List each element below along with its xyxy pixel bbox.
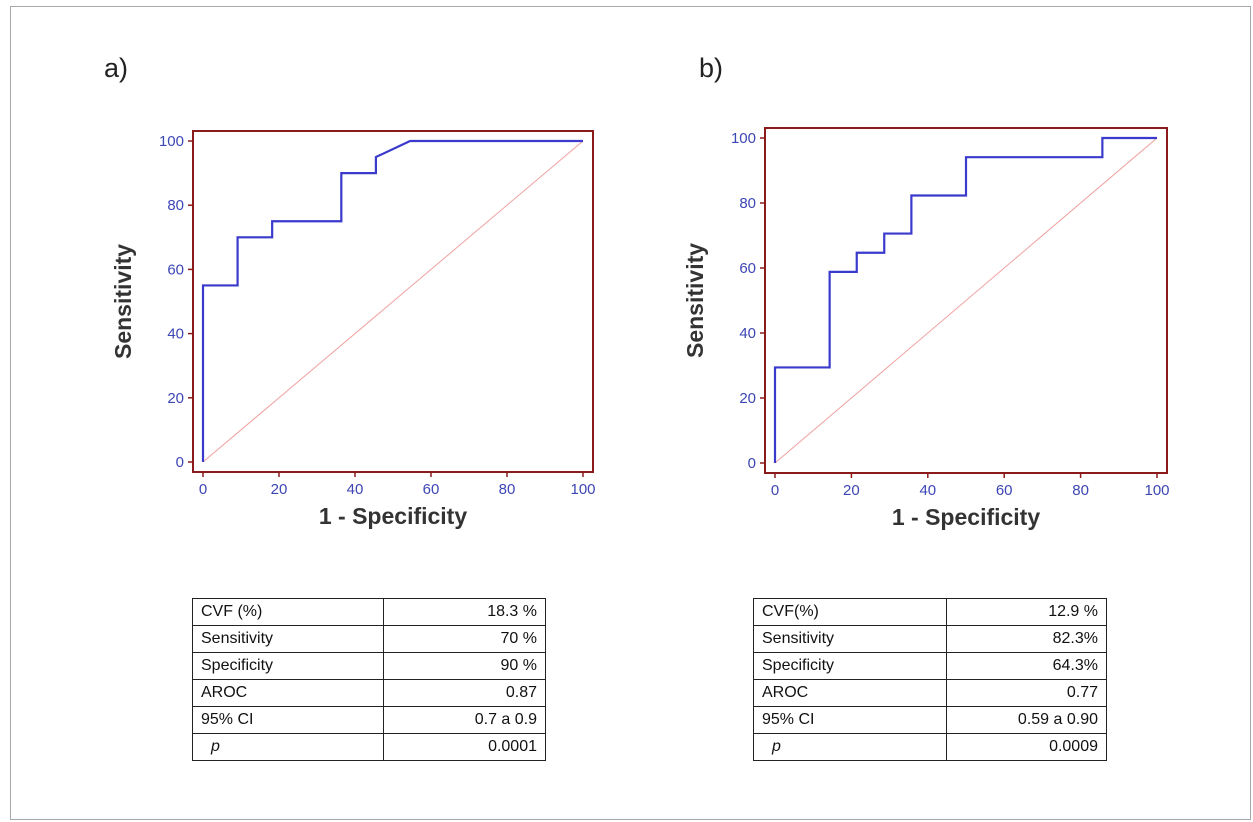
row-value: 82.3%	[946, 625, 1107, 653]
x-tick-label: 80	[1072, 482, 1089, 499]
stats-table-b: CVF(%) 12.9 % Sensitivity 82.3% Specific…	[753, 598, 1107, 761]
panel-label-b: b)	[699, 53, 724, 83]
table-row: Sensitivity 70 %	[192, 625, 546, 653]
reference-diagonal	[202, 140, 584, 463]
row-label: AROC	[753, 679, 947, 707]
plot-frame	[764, 127, 1168, 474]
table-row: 95% CI 0.59 a 0.90	[753, 706, 1107, 734]
row-label: Specificity	[192, 652, 384, 680]
y-axis-title: Sensitivity	[682, 243, 708, 358]
x-tick-label: 100	[570, 481, 595, 498]
roc-chart-a: 0 20 40 60 80 100 0 20 40 60 80 100 1 - Specificity S…	[110, 130, 596, 529]
x-tick-label: 100	[1144, 482, 1169, 499]
reference-diagonal	[774, 137, 1158, 464]
y-tick-label: 40	[167, 326, 184, 343]
table-row: AROC 0.77	[753, 679, 1107, 707]
x-axis-title: 1 - Specificity	[319, 503, 467, 529]
roc-chart-b: 0 20 40 60 80 100 0 20 40 60 80 100 1 - Specificity S…	[682, 127, 1170, 530]
row-value: 0.0001	[383, 733, 546, 761]
table-row: p 0.0001	[192, 733, 546, 761]
row-label: 95% CI	[753, 706, 947, 734]
table-row: CVF(%) 12.9 %	[753, 598, 1107, 626]
x-tick-label: 20	[843, 482, 860, 499]
y-tick-label: 100	[731, 130, 756, 147]
row-value: 70 %	[383, 625, 546, 653]
row-value: 64.3%	[946, 652, 1107, 680]
table-row: Specificity 64.3%	[753, 652, 1107, 680]
row-value: 0.59 a 0.90	[946, 706, 1107, 734]
table-row: Sensitivity 82.3%	[753, 625, 1107, 653]
row-label: Specificity	[753, 652, 947, 680]
y-tick-label: 80	[167, 197, 184, 214]
panel-label-a: a)	[104, 53, 129, 83]
y-axis-title: Sensitivity	[110, 244, 136, 359]
figure-frame	[10, 6, 1251, 820]
plot-frame	[192, 130, 594, 473]
y-tick-label: 80	[739, 195, 756, 212]
x-tick-label: 40	[919, 482, 936, 499]
row-label: p	[192, 733, 384, 761]
row-value: 18.3 %	[383, 598, 546, 626]
x-tick-label: 80	[499, 481, 516, 498]
x-axis-title: 1 - Specificity	[892, 504, 1040, 530]
row-label: Sensitivity	[753, 625, 947, 653]
stats-table-a: CVF (%) 18.3 % Sensitivity 70 % Specific…	[192, 598, 546, 761]
x-tick-label: 0	[771, 482, 779, 499]
x-tick-label: 40	[347, 481, 364, 498]
y-tick-label: 20	[167, 390, 184, 407]
row-value: 12.9 %	[946, 598, 1107, 626]
row-value: 0.77	[946, 679, 1107, 707]
roc-curve	[201, 139, 583, 462]
table-row: AROC 0.87	[192, 679, 546, 707]
x-tick-label: 60	[423, 481, 440, 498]
y-tick-label: 100	[159, 133, 184, 150]
row-value: 0.87	[383, 679, 546, 707]
x-tick-label: 0	[199, 481, 207, 498]
table-row: p 0.0009	[753, 733, 1107, 761]
row-value: 90 %	[383, 652, 546, 680]
y-tick-label: 40	[739, 325, 756, 342]
row-label: CVF(%)	[753, 598, 947, 626]
row-label: AROC	[192, 679, 384, 707]
row-value: 0.7 a 0.9	[383, 706, 546, 734]
y-tick-label: 0	[748, 455, 756, 472]
roc-curve	[773, 136, 1157, 463]
row-label: CVF (%)	[192, 598, 384, 626]
row-label: 95% CI	[192, 706, 384, 734]
row-label: p	[753, 733, 947, 761]
table-row: 95% CI 0.7 a 0.9	[192, 706, 546, 734]
row-value: 0.0009	[946, 733, 1107, 761]
y-tick-label: 0	[176, 454, 184, 471]
table-row: CVF (%) 18.3 %	[192, 598, 546, 626]
row-label: Sensitivity	[192, 625, 384, 653]
y-tick-label: 60	[167, 261, 184, 278]
x-tick-label: 20	[271, 481, 288, 498]
table-row: Specificity 90 %	[192, 652, 546, 680]
x-tick-label: 60	[996, 482, 1013, 499]
y-tick-label: 60	[739, 260, 756, 277]
y-tick-label: 20	[739, 390, 756, 407]
